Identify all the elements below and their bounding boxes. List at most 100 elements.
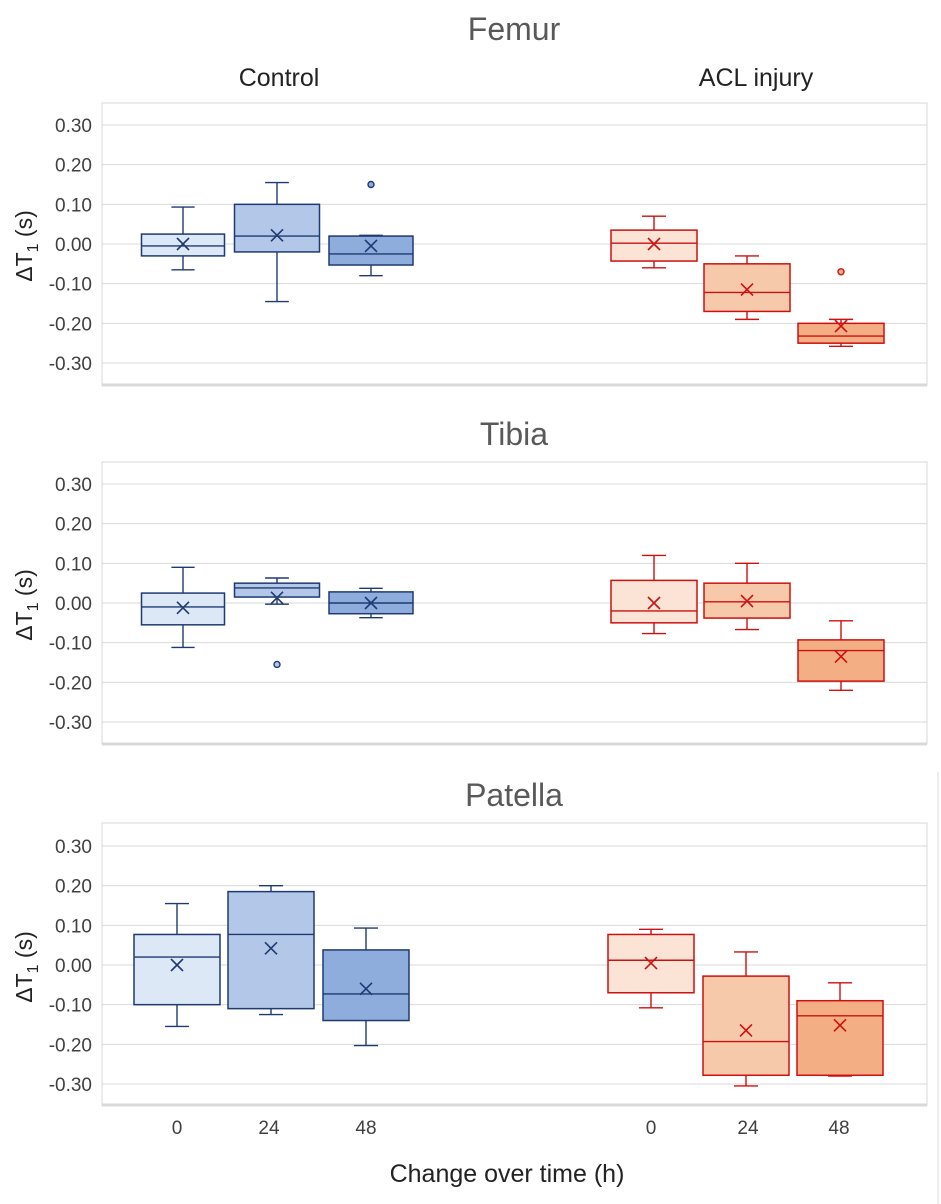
y-tick-label: 0.00 [55,235,92,256]
mean-marker [647,596,661,610]
box-acl-48h [797,620,885,691]
mean-marker [270,228,284,242]
box-control-0h [140,206,226,271]
panel-tibia: Tibia 0.30 0.20 0.10 0.00 -0.10 -0.20 -0.30 ΔT1 … [11,416,928,746]
box-control-48h [328,587,414,619]
x-axis-title: Change over time (h) [390,1160,625,1188]
y-tick-label: 0.00 [55,594,92,615]
iqr-box [797,322,885,344]
mean-marker [647,237,661,251]
iqr-box [796,999,884,1077]
box-acl-24h [702,951,790,1087]
box-acl-0h [610,554,698,635]
box-control-24h [227,884,315,1016]
iqr-box [233,203,321,253]
y-axis-label: ΔT1 (s) [11,210,42,282]
box-acl-24h [703,562,791,631]
mean-marker [644,956,658,970]
group-label-acl: ACL injury [699,64,814,92]
y-axis-label-unit: (s) [11,931,37,964]
y-tick-label: 0.30 [55,475,92,496]
mean-marker [170,958,184,972]
mean-marker [264,941,278,955]
x-tick-label: 48 [355,1118,376,1139]
y-tick-label: 0.20 [55,877,92,898]
box-control-24h [233,181,321,303]
outlier-point [273,660,281,669]
iqr-box [610,579,698,624]
mean-marker [270,591,284,605]
iqr-box [610,229,698,262]
y-tick-label: 0.10 [55,916,92,937]
panel-femur: Femur 0.30 0.20 0.10 0.00 -0.10 -0.20 -0.30 ΔT1 … [11,11,928,387]
x-tick-label: 0 [646,1118,657,1139]
panel-title: Tibia [480,416,548,452]
mean-marker [833,1018,847,1032]
iqr-box [797,639,885,682]
mean-marker [176,601,190,615]
box-control-0h [140,566,226,649]
y-tick-label: -0.20 [49,314,92,335]
y-axis-label-unit: (s) [11,569,37,602]
y-tick-label: 0.00 [55,956,92,977]
outlier-point [837,268,845,276]
mean-marker [740,594,754,608]
y-tick-label: -0.30 [49,1075,92,1096]
y-tick-label: -0.10 [49,275,92,296]
y-tick-label: 0.10 [55,195,92,216]
y-axis-label: ΔT1 (s) [11,569,42,641]
iqr-box [322,949,410,1022]
panel-title: Femur [468,11,561,47]
box-control-48h [322,927,410,1047]
y-axis-label-main: ΔT [11,973,37,1002]
iqr-box [227,890,315,1010]
panel-patella: Patella 0.30 0.20 0.10 0.00 -0.10 -0.20 -0.30 ΔT… [11,777,928,1107]
mean-marker [364,239,378,253]
iqr-box [133,933,221,1006]
mean-marker [834,649,848,664]
mean-marker [176,237,190,251]
y-tick-label: -0.20 [49,1035,92,1056]
box-acl-48h [797,268,885,348]
group-label-control: Control [239,64,320,92]
mean-marker [739,1023,753,1038]
x-tick-label: 48 [828,1118,849,1139]
box-acl-48h [796,982,884,1077]
box-acl-0h [610,215,698,269]
mean-marker [834,319,848,333]
box-acl-0h [607,928,695,1009]
box-control-0h [133,902,221,1028]
y-axis-label-main: ΔT [11,252,37,281]
box-control-48h [328,180,414,277]
y-axis-label-unit: (s) [11,210,37,243]
y-axis-label: ΔT1 (s) [11,931,42,1003]
y-axis-label-sub: 1 [25,243,42,252]
mean-marker [364,596,378,610]
y-axis-label-sub: 1 [25,964,42,973]
y-tick-label: 0.30 [55,837,92,858]
y-tick-label: -0.30 [49,713,92,734]
y-tick-label: 0.30 [55,116,92,137]
outlier-point [367,180,375,189]
iqr-box [140,592,226,626]
y-tick-label: 0.20 [55,515,92,536]
y-axis-label-sub: 1 [25,602,42,611]
iqr-box [328,235,414,266]
y-tick-label: -0.20 [49,673,92,694]
y-tick-label: 0.20 [55,156,92,177]
box-control-24h [233,577,321,669]
y-tick-label: -0.10 [49,634,92,655]
y-tick-label: 0.10 [55,554,92,575]
iqr-box [702,975,790,1077]
x-tick-label: 24 [258,1118,280,1139]
panel-title: Patella [465,777,563,813]
x-tick-label: 24 [737,1118,759,1139]
iqr-box [233,582,321,598]
mean-marker [740,283,754,297]
y-tick-label: -0.30 [49,354,92,375]
y-tick-label: -0.10 [49,996,92,1017]
y-axis-label-main: ΔT [11,611,37,640]
box-acl-24h [703,255,791,321]
mean-marker [359,982,373,996]
